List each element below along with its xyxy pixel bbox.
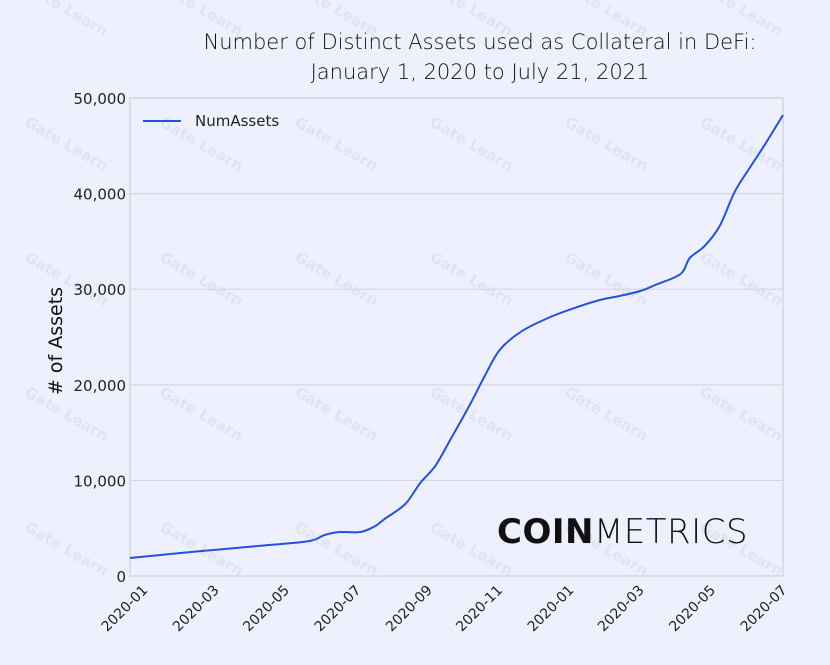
chart-title-line1: Number of Distinct Assets used as Collat…	[203, 30, 757, 54]
x-tick-label: 2020-01	[99, 582, 152, 635]
x-tick-label: 2020-07	[738, 582, 791, 635]
logo-light: METRICS	[593, 512, 749, 552]
series-line-numassets	[129, 114, 784, 560]
y-tick-label: 50,000	[74, 90, 127, 108]
y-tick-label: 30,000	[74, 281, 127, 299]
x-tick-label: 2020-03	[595, 582, 648, 635]
legend-line-swatch	[143, 120, 181, 122]
x-tick-label: 2020-05	[240, 582, 293, 635]
legend-label: NumAssets	[195, 112, 280, 130]
y-tick-label: 0	[116, 568, 126, 586]
chart-title-line2: January 1, 2020 to July 21, 2021	[310, 60, 650, 84]
x-tick-label: 2020-11	[453, 582, 506, 635]
x-tick-label: 2020-07	[312, 582, 365, 635]
x-tick-label: 2020-01	[525, 582, 578, 635]
x-tick-label: 2020-05	[666, 582, 719, 635]
legend: NumAssets	[143, 112, 279, 130]
y-tick-label: 20,000	[74, 377, 127, 395]
y-tick-label: 40,000	[74, 186, 127, 204]
coinmetrics-logo: COINMETRICS	[497, 512, 748, 552]
plot-frame	[129, 97, 784, 577]
y-tick-label: 10,000	[74, 472, 127, 490]
logo-bold: COIN	[497, 512, 594, 552]
x-tick-label: 2020-09	[383, 582, 436, 635]
x-tick-label: 2020-03	[170, 582, 223, 635]
